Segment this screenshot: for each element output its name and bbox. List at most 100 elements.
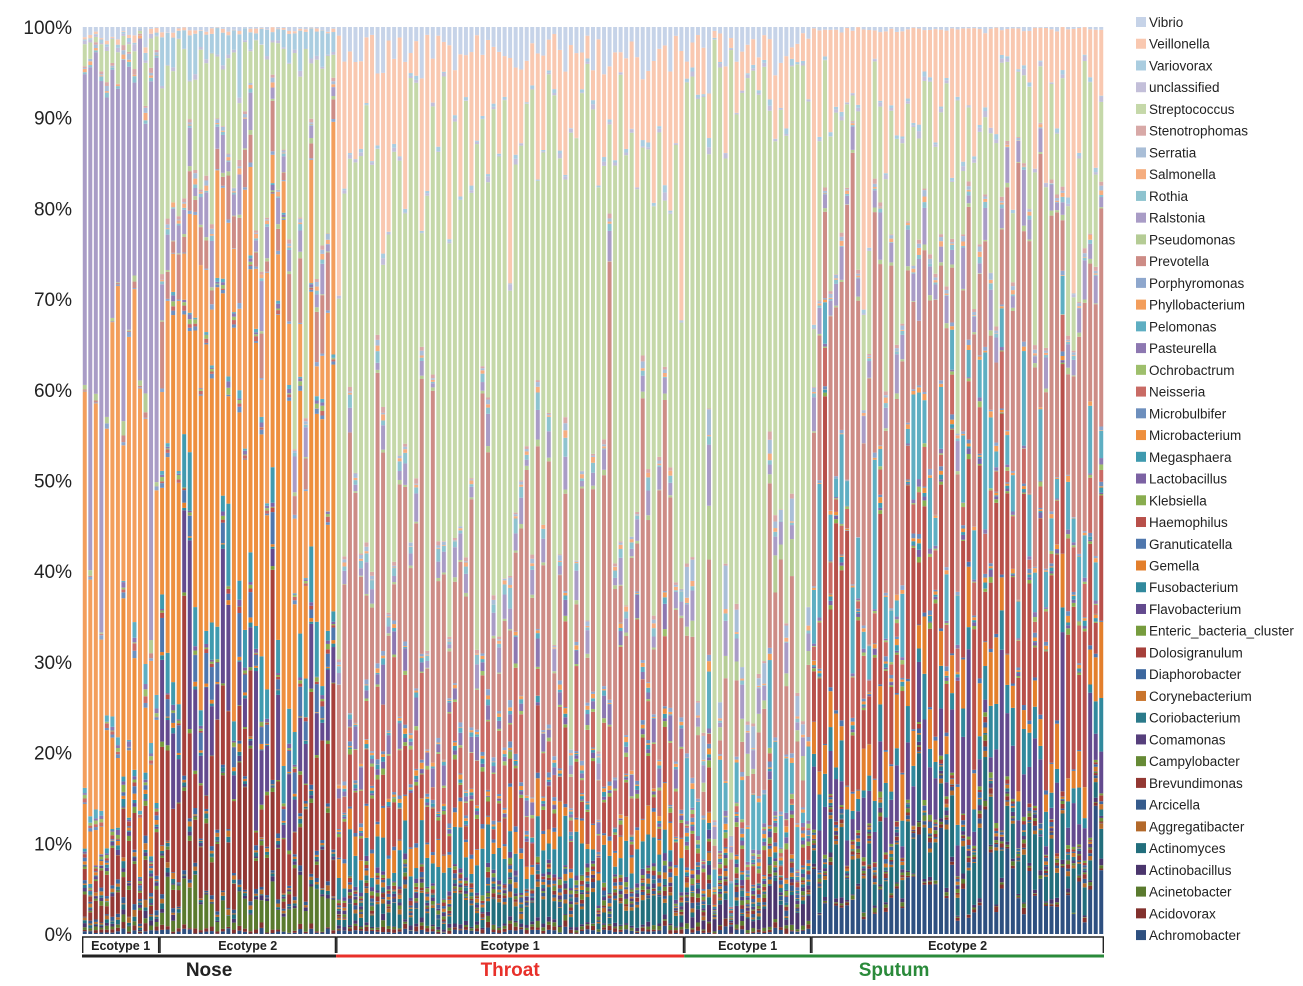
bar-segment-serratia (353, 473, 357, 477)
bar-segment-comamonas (182, 786, 186, 787)
bar-segment-dolosigranulum (376, 876, 380, 878)
bar-segment-stenotrophomas (641, 355, 645, 361)
bar-segment-pelomonas (580, 770, 584, 773)
bar-segment-porphyromonas (668, 708, 672, 712)
bar-segment-fusobacterium (210, 704, 214, 707)
bar-segment-acidovorax (177, 928, 181, 931)
bar-segment-granuticatella (574, 818, 578, 820)
bar-segment-variovorax (309, 28, 313, 58)
bar-segment-microbacterium (359, 827, 363, 831)
bar-segment-pasteurella (464, 796, 468, 801)
bar-segment-pelomonas (420, 658, 424, 662)
bar-segment-lactobacillus (155, 808, 159, 809)
bar-segment-achromobacter (353, 930, 357, 934)
bar-segment-variovorax (602, 157, 606, 162)
bar-segment-enteric_bacteria_cluster (342, 901, 346, 903)
bar-segment-coriobacterium (188, 826, 192, 831)
bar-segment-enteric_bacteria_cluster (602, 883, 606, 887)
bar-segment-aggregatibacter (630, 907, 634, 910)
bar-segment-pelomonas (442, 762, 446, 766)
bar-segment-achromobacter (166, 929, 170, 934)
bar-segment-ralstonia (475, 664, 479, 688)
bar-segment-diaphorobacter (138, 899, 142, 901)
bar-segment-streptococcus (442, 76, 446, 541)
bar-segment-enteric_bacteria_cluster (431, 886, 435, 889)
bar-segment-coriobacterium (304, 807, 308, 809)
bar-segment-gemella (249, 617, 253, 622)
bar-segment-actinobacillus (602, 923, 606, 925)
bar-segment-arcicella (265, 895, 269, 898)
bar-segment-salmonella (585, 626, 589, 627)
bar-segment-actinobacillus (265, 898, 269, 901)
bar-segment-gemella (149, 868, 153, 870)
bar-segment-diaphorobacter (403, 864, 407, 867)
sample-bar (403, 27, 407, 934)
bar-segment-prevotella (624, 636, 628, 735)
bar-segment-lactobacillus (342, 817, 346, 819)
bar-segment-pelomonas (99, 811, 103, 816)
bar-segment-flavobacterium (110, 842, 114, 846)
bar-segment-serratia (569, 750, 573, 753)
bar-segment-salmonella (392, 568, 396, 569)
bar-segment-microbacterium (602, 788, 606, 792)
bar-segment-megasphaera (121, 777, 125, 782)
bar-segment-variovorax (668, 211, 672, 213)
bar-segment-actinomyces (348, 904, 352, 925)
bar-segment-lactobacillus (414, 779, 418, 782)
bar-segment-phyllobacterium (458, 727, 462, 728)
bar-segment-variovorax (94, 34, 98, 35)
bar-segment-stenotrophomas (188, 119, 192, 122)
bar-segment-flavobacterium (685, 876, 689, 877)
bar-segment-arcicella (580, 904, 584, 907)
bar-segment-prevotella (420, 379, 424, 654)
bar-segment-pseudomonas (591, 486, 595, 490)
bar-segment-diaphorobacter (116, 879, 120, 883)
bar-segment-pelomonas (514, 635, 518, 636)
bar-segment-gemella (370, 853, 374, 877)
bar-segment-streptococcus (243, 42, 247, 111)
bar-segment-fusobacterium (519, 859, 523, 893)
bar-segment-veillonella (271, 27, 275, 32)
bar-segment-diaphorobacter (652, 875, 656, 879)
bar-segment-streptococcus (541, 152, 545, 524)
bar-segment-diaphorobacter (458, 878, 462, 880)
bar-segment-achromobacter (177, 932, 181, 934)
bar-segment-brevundimonas (453, 888, 457, 889)
bar-segment-microbulbifer (597, 852, 601, 855)
bar-segment-coriobacterium (204, 813, 208, 818)
bar-segment-coriobacterium (442, 912, 446, 913)
bar-segment-enteric_bacteria_cluster (403, 859, 407, 863)
bar-segment-phyllobacterium (204, 270, 208, 332)
bar-segment-ralstonia (580, 481, 584, 487)
bar-segment-coriobacterium (685, 887, 689, 892)
bar-segment-phyllobacterium (83, 391, 87, 787)
bar-segment-acinetobacter (585, 924, 589, 925)
bar-segment-brevundimonas (679, 912, 683, 914)
bar-segment-neisseria (475, 761, 479, 806)
bar-segment-megasphaera (282, 766, 286, 803)
bar-segment-pelomonas (475, 734, 479, 736)
sample-bar (88, 27, 92, 934)
bar-segment-microbulbifer (646, 740, 650, 743)
bar-segment-streptococcus (475, 144, 479, 650)
bar-segment-acidovorax (475, 928, 479, 931)
bar-segment-megasphaera (243, 630, 247, 668)
bar-segment-pseudomonas (155, 482, 159, 486)
bar-segment-pasteurella (519, 704, 523, 711)
bar-segment-aggregatibacter (342, 919, 346, 920)
bar-segment-neisseria (619, 647, 623, 814)
bar-segment-campylobacter (469, 896, 473, 899)
bar-segment-dolosigranulum (646, 871, 650, 874)
bar-segment-lactobacillus (221, 511, 225, 515)
bar-segment-salmonella (602, 446, 606, 448)
sample-bar (503, 27, 507, 934)
bar-segment-rothia (547, 417, 551, 431)
bar-segment-stenotrophomas (668, 467, 672, 470)
bar-segment-phyllobacterium (293, 519, 297, 594)
bar-segment-actinomyces (431, 908, 435, 925)
bar-segment-actinomyces (365, 893, 369, 922)
bar-segment-achromobacter (481, 933, 485, 934)
bar-segment-lactobacillus (326, 641, 330, 644)
bar-segment-streptococcus (204, 63, 208, 176)
bar-segment-variovorax (381, 254, 385, 259)
